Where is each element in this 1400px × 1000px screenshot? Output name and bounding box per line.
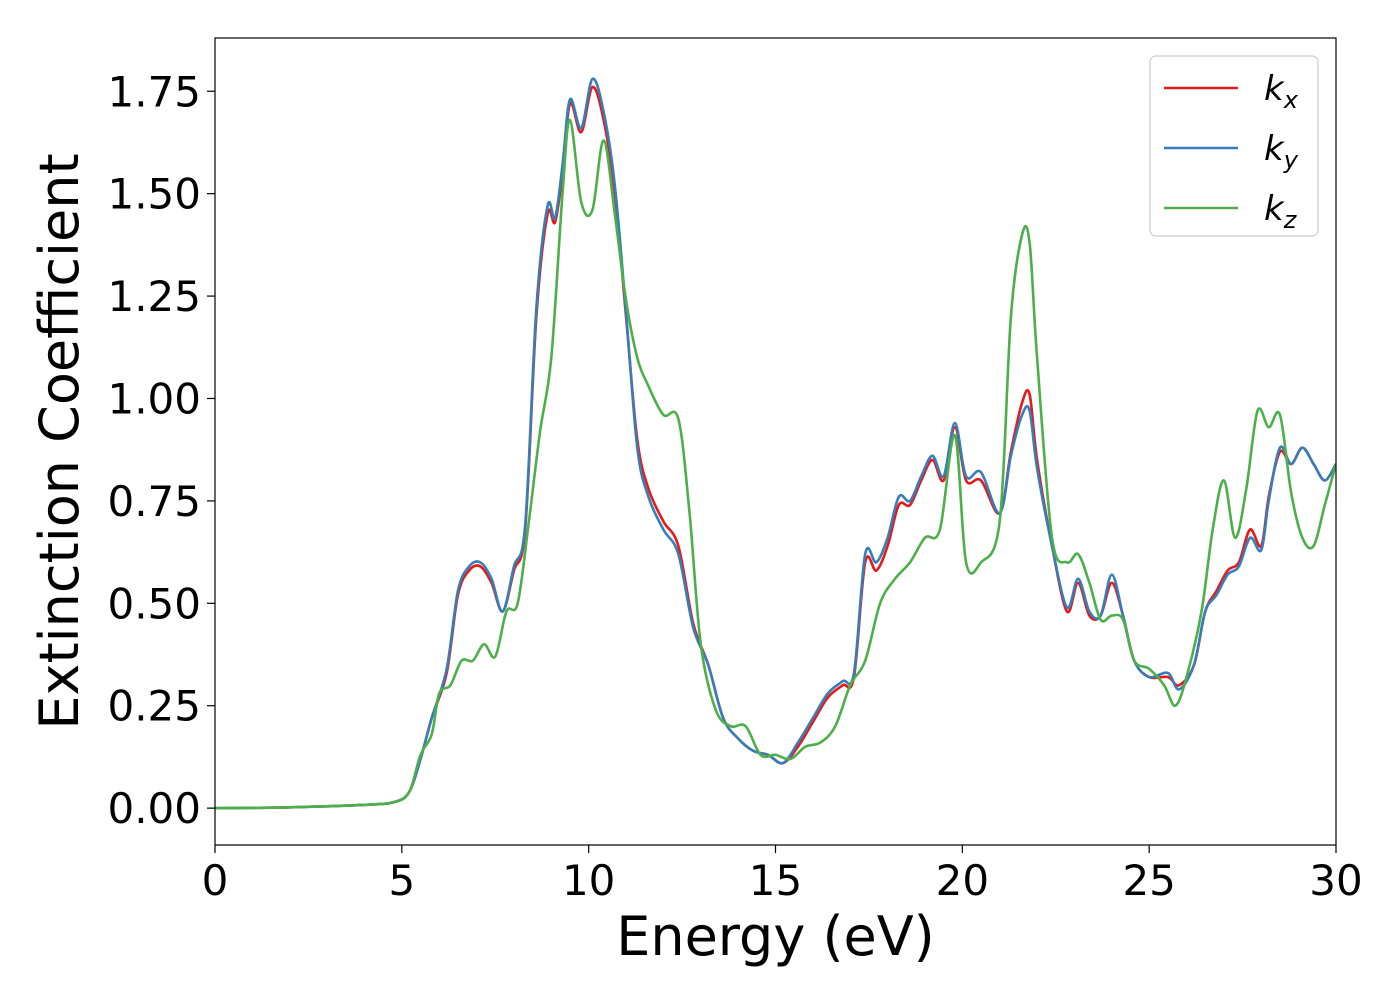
y-tick-label: 0.75 [107, 477, 201, 526]
legend-label-subscript: x [1283, 86, 1299, 114]
x-tick-label: 25 [1122, 856, 1175, 905]
series-line-kz [215, 118, 1336, 810]
legend-label-ky: ky [1264, 129, 1299, 174]
series-line-ky [215, 77, 1336, 810]
legend-box [1149, 55, 1319, 237]
y-axis-label: Extinction Coefficient [28, 153, 91, 729]
x-tick-label: 15 [749, 856, 802, 905]
y-tick-label: 1.00 [107, 374, 201, 423]
legend-label-base: k [1264, 69, 1285, 109]
y-tick-label: 0.50 [107, 579, 201, 628]
x-axis-label: Energy (eV) [616, 905, 935, 968]
y-tick-label: 1.50 [107, 170, 201, 219]
legend-label-kz: kz [1264, 189, 1298, 234]
y-tick-label: 1.25 [107, 272, 201, 321]
legend-label-base: k [1264, 129, 1285, 169]
legend-label-subscript: z [1283, 206, 1298, 234]
y-tick-label: 0.00 [107, 784, 201, 833]
x-tick-label: 30 [1309, 856, 1362, 905]
legend-label-subscript: y [1283, 146, 1299, 174]
y-axis-ticks: 0.00 0.25 0.50 0.75 1.00 1.25 1.50 1.75 [107, 67, 215, 833]
x-tick-label: 5 [388, 856, 415, 905]
x-tick-label: 0 [202, 856, 229, 905]
legend-label-kx: kx [1264, 69, 1299, 114]
series-lines [215, 77, 1336, 810]
x-tick-label: 20 [936, 856, 989, 905]
x-axis-ticks: 0 5 10 15 20 25 30 [202, 845, 1363, 905]
y-tick-label: 0.25 [107, 682, 201, 731]
legend-label-base: k [1264, 189, 1285, 229]
y-tick-label: 1.75 [107, 67, 201, 116]
x-tick-label: 10 [562, 856, 615, 905]
